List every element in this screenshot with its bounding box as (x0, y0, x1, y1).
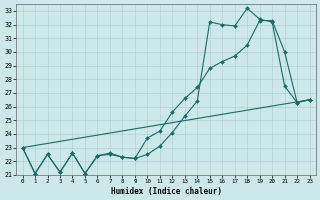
X-axis label: Humidex (Indice chaleur): Humidex (Indice chaleur) (111, 187, 221, 196)
